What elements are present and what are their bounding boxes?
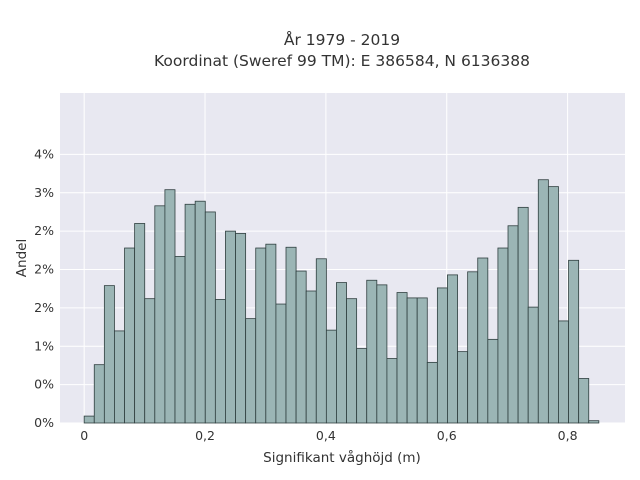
histogram-bar [578, 378, 590, 424]
histogram-bar [214, 299, 226, 424]
y-axis-label: Andel [14, 239, 30, 277]
histogram-bar [558, 320, 569, 424]
histogram-bar [336, 282, 347, 424]
histogram-bar [103, 285, 115, 424]
histogram-bar [497, 247, 509, 424]
x-tick-label: 0,6 [437, 428, 457, 443]
histogram-bar [225, 230, 236, 424]
chart-subtitle: Koordinat (Sweref 99 TM): E 386584, N 61… [154, 52, 530, 70]
histogram-bar [467, 271, 479, 424]
histogram-bar [447, 274, 458, 424]
histogram-bar [245, 318, 257, 424]
histogram-bar [568, 259, 580, 424]
histogram-bar [356, 348, 368, 424]
histogram-bar [275, 303, 287, 424]
histogram-bar [194, 200, 206, 424]
x-tick-label: 0 [80, 428, 88, 443]
histogram-bar [114, 330, 125, 424]
y-tick-label: 4% [34, 146, 54, 161]
histogram-bar [588, 420, 600, 424]
x-axis-label: Signifikant våghöjd (m) [263, 449, 421, 466]
histogram-bar [315, 258, 327, 424]
histogram-bar [255, 247, 267, 424]
histogram-bar [265, 243, 277, 424]
histogram-bar [184, 203, 196, 424]
histogram-bar [83, 415, 95, 424]
histogram-bar [346, 298, 358, 424]
histogram-bar [204, 211, 216, 424]
histogram-bar [144, 298, 156, 424]
histogram-bar [457, 351, 469, 424]
histogram-bar [295, 270, 307, 424]
histogram-bar [154, 205, 166, 424]
histogram-bar [477, 257, 489, 424]
histogram-bar [487, 338, 499, 424]
histogram-bar [174, 256, 186, 424]
histogram-bar [325, 329, 337, 424]
histogram-bar [517, 206, 529, 424]
histogram-bar [396, 292, 408, 424]
x-tick-label: 0,8 [558, 428, 578, 443]
histogram-bar [164, 189, 176, 424]
y-tick-label: 3% [34, 185, 54, 200]
y-tick-label: 0% [34, 377, 54, 392]
histogram-bar [537, 179, 549, 424]
histogram-bar [124, 247, 136, 424]
histogram-bar [93, 364, 105, 424]
histogram-bar [507, 225, 519, 424]
histogram-bar [366, 279, 378, 424]
x-tick-label: 0,2 [195, 428, 215, 443]
histogram-bar [285, 246, 297, 424]
histogram-bar [376, 284, 388, 424]
histogram-bar [235, 233, 247, 424]
histogram-bars [83, 179, 600, 424]
y-tick-label: 2% [34, 223, 54, 238]
histogram-bar [134, 223, 146, 424]
histogram-bar [527, 306, 539, 424]
y-tick-label: 1% [34, 338, 54, 353]
y-axis-ticks: 0% 0% 1% 2% 2% 2% 3% 4% [34, 146, 54, 430]
histogram-bar [406, 297, 418, 424]
histogram-bar [305, 290, 317, 424]
histogram-bar [436, 287, 448, 424]
y-tick-label: 0% [34, 415, 54, 430]
histogram-bar [386, 358, 398, 424]
histogram-bar [426, 361, 438, 424]
x-axis-ticks: 0 0,2 0,4 0,6 0,8 [80, 428, 577, 443]
y-tick-label: 2% [34, 262, 54, 277]
chart-title: År 1979 - 2019 [284, 30, 400, 49]
x-tick-label: 0,4 [316, 428, 336, 443]
histogram-bar [416, 297, 428, 424]
y-tick-label: 2% [34, 300, 54, 315]
histogram-bar [547, 186, 559, 424]
